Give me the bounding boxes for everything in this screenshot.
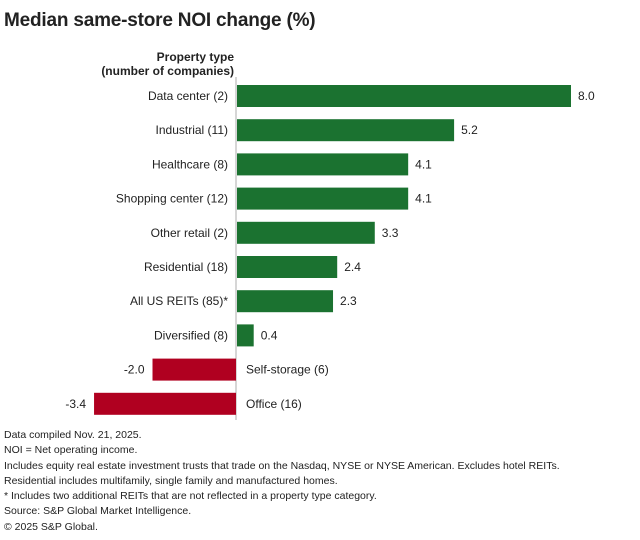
category-label-8: Self-storage (6) [246, 363, 329, 377]
bar-3 [237, 187, 409, 210]
chart-title: Median same-store NOI change (%) [4, 10, 316, 31]
category-label-0: Data center (2) [148, 89, 228, 103]
category-header-line-1: Property type [156, 50, 234, 64]
category-label-4: Other retail (2) [151, 226, 228, 240]
bar-1 [237, 119, 455, 142]
value-label-8: -2.0 [124, 363, 145, 377]
bar-2 [237, 153, 409, 176]
category-header-line-2: (number of companies) [101, 64, 234, 78]
bar-6 [237, 290, 334, 313]
category-axis-header: Property type (number of companies) [101, 50, 234, 78]
bar-5 [237, 256, 338, 278]
bar-8 [152, 358, 236, 381]
bar-4 [237, 221, 375, 244]
value-label-2: 4.1 [415, 157, 432, 171]
footnote-includes: Includes equity real estate investment t… [4, 459, 560, 472]
category-label-9: Office (16) [246, 397, 302, 411]
value-label-0: 8.0 [578, 89, 595, 103]
category-label-3: Shopping center (12) [116, 192, 228, 206]
value-label-1: 5.2 [461, 123, 478, 137]
value-label-4: 3.3 [382, 226, 399, 240]
bar-chart: Data center (2) 8.0 Industrial (11) 5.2 Heal… [65, 77, 595, 420]
bar-0 [237, 85, 571, 107]
value-label-7: 0.4 [261, 328, 278, 342]
footnote-copyright: © 2025 S&P Global. [4, 520, 98, 533]
value-label-3: 4.1 [415, 192, 432, 206]
value-label-9: -3.4 [65, 397, 86, 411]
footnote-noi: NOI = Net operating income. [4, 444, 138, 457]
footnotes: Data compiled Nov. 21, 2025. NOI = Net o… [4, 428, 560, 535]
footnote-residential: Residential includes multifamily, single… [4, 474, 338, 487]
footnote-source: Source: S&P Global Market Intelligence. [4, 505, 192, 518]
bar-7 [237, 324, 254, 347]
category-label-7: Diversified (8) [154, 328, 228, 342]
value-label-6: 2.3 [340, 294, 357, 308]
value-label-5: 2.4 [344, 260, 361, 274]
category-label-2: Healthcare (8) [152, 157, 228, 171]
footnote-date: Data compiled Nov. 21, 2025. [4, 429, 142, 441]
bar-9 [94, 392, 236, 415]
footnote-asterisk: * Includes two additional REITs that are… [4, 490, 377, 503]
category-label-6: All US REITs (85)* [130, 294, 228, 308]
category-label-5: Residential (18) [144, 260, 228, 274]
category-label-1: Industrial (11) [156, 123, 228, 137]
